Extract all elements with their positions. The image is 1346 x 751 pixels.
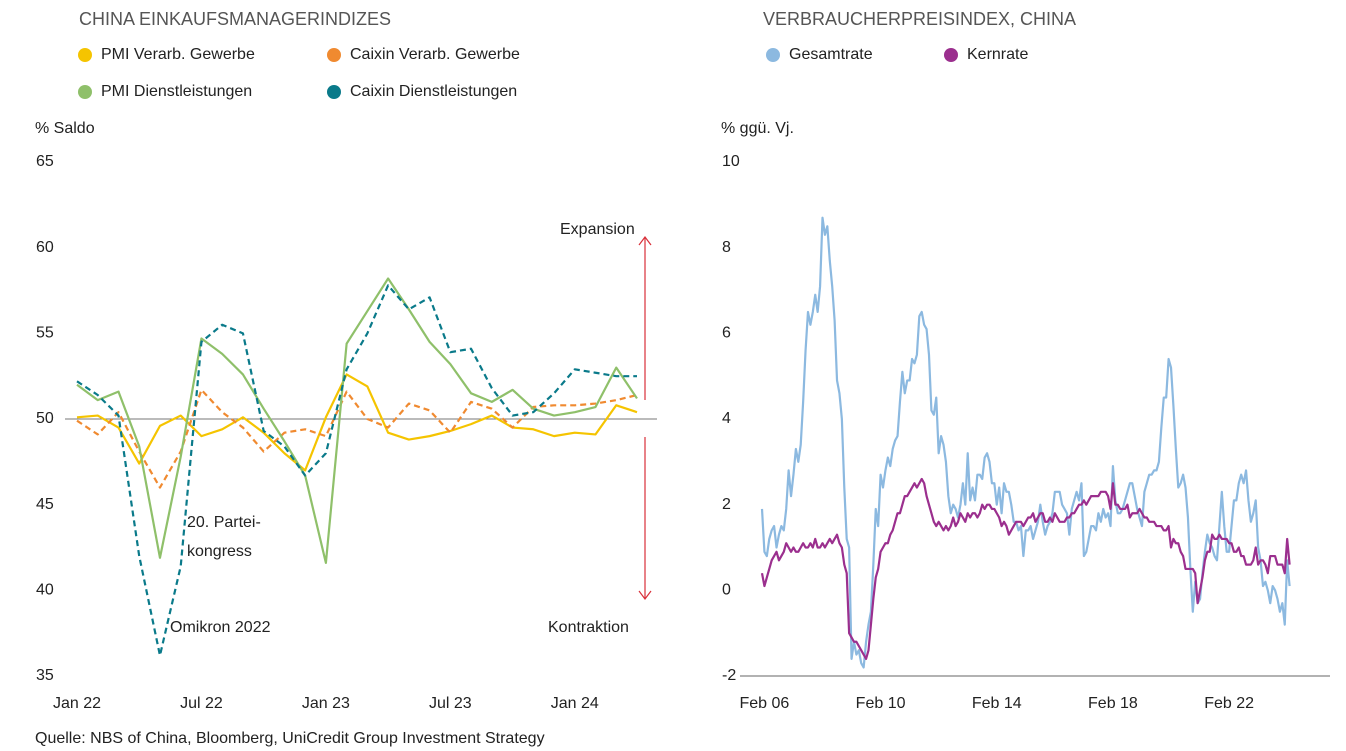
series-line bbox=[760, 477, 1291, 660]
chart-title: CHINA EINKAUFSMANAGERINDIZES bbox=[79, 9, 391, 29]
y-tick-label: 35 bbox=[36, 667, 54, 684]
x-tick-label: Jan 22 bbox=[53, 695, 101, 712]
series-line bbox=[760, 216, 1291, 669]
x-tick-label: Jul 23 bbox=[429, 695, 472, 712]
legend-marker bbox=[766, 48, 780, 62]
y-tick-label: 10 bbox=[722, 153, 740, 170]
annotation: Omikron 2022 bbox=[170, 619, 271, 636]
legend-label: Caixin Dienstleistungen bbox=[350, 83, 517, 100]
annotation: Kontraktion bbox=[548, 619, 629, 636]
legend-label: PMI Dienstleistungen bbox=[101, 83, 252, 100]
legend-label: Kernrate bbox=[967, 46, 1028, 63]
x-tick-label: Feb 06 bbox=[740, 695, 790, 712]
arrow-head bbox=[638, 590, 652, 600]
series-line bbox=[76, 373, 638, 472]
legend-marker bbox=[327, 48, 341, 62]
x-tick-label: Jan 24 bbox=[551, 695, 599, 712]
y-tick-label: 45 bbox=[36, 496, 54, 513]
series-line bbox=[76, 277, 638, 565]
source-note: Quelle: NBS of China, Bloomberg, UniCred… bbox=[35, 730, 545, 747]
legend-label: Caixin Verarb. Gewerbe bbox=[350, 46, 520, 63]
annotation: 20. Partei- bbox=[187, 514, 261, 531]
y-tick-label: 2 bbox=[722, 496, 731, 513]
x-tick-label: Feb 14 bbox=[972, 695, 1022, 712]
y-tick-label: 0 bbox=[722, 582, 731, 599]
y-tick-label: 8 bbox=[722, 239, 731, 256]
legend-label: PMI Verarb. Gewerbe bbox=[101, 46, 255, 63]
y-tick-label: 60 bbox=[36, 239, 54, 256]
y-tick-label: 55 bbox=[36, 325, 54, 342]
y-tick-label: 50 bbox=[36, 410, 54, 427]
y-tick-label: 4 bbox=[722, 410, 731, 427]
x-tick-label: Feb 10 bbox=[856, 695, 906, 712]
annotation: Expansion bbox=[560, 221, 635, 238]
y-axis-label: % Saldo bbox=[35, 120, 95, 137]
y-tick-label: 65 bbox=[36, 153, 54, 170]
legend-marker bbox=[944, 48, 958, 62]
y-tick-label: -2 bbox=[722, 667, 736, 684]
legend-marker bbox=[78, 48, 92, 62]
y-axis-label: % ggü. Vj. bbox=[721, 120, 794, 137]
legend-marker bbox=[327, 85, 341, 99]
legend-marker bbox=[78, 85, 92, 99]
y-tick-label: 40 bbox=[36, 582, 54, 599]
y-tick-label: 6 bbox=[722, 325, 731, 342]
series-line bbox=[76, 388, 638, 489]
chart-title: VERBRAUCHERPREISINDEX, CHINA bbox=[763, 9, 1076, 29]
x-tick-label: Feb 22 bbox=[1204, 695, 1254, 712]
legend-label: Gesamtrate bbox=[789, 46, 873, 63]
arrow-head bbox=[638, 236, 652, 246]
annotation: kongress bbox=[187, 543, 252, 560]
x-tick-label: Jan 23 bbox=[302, 695, 350, 712]
series-line bbox=[76, 284, 637, 657]
x-tick-label: Feb 18 bbox=[1088, 695, 1138, 712]
x-tick-label: Jul 22 bbox=[180, 695, 223, 712]
arrows bbox=[638, 236, 652, 600]
